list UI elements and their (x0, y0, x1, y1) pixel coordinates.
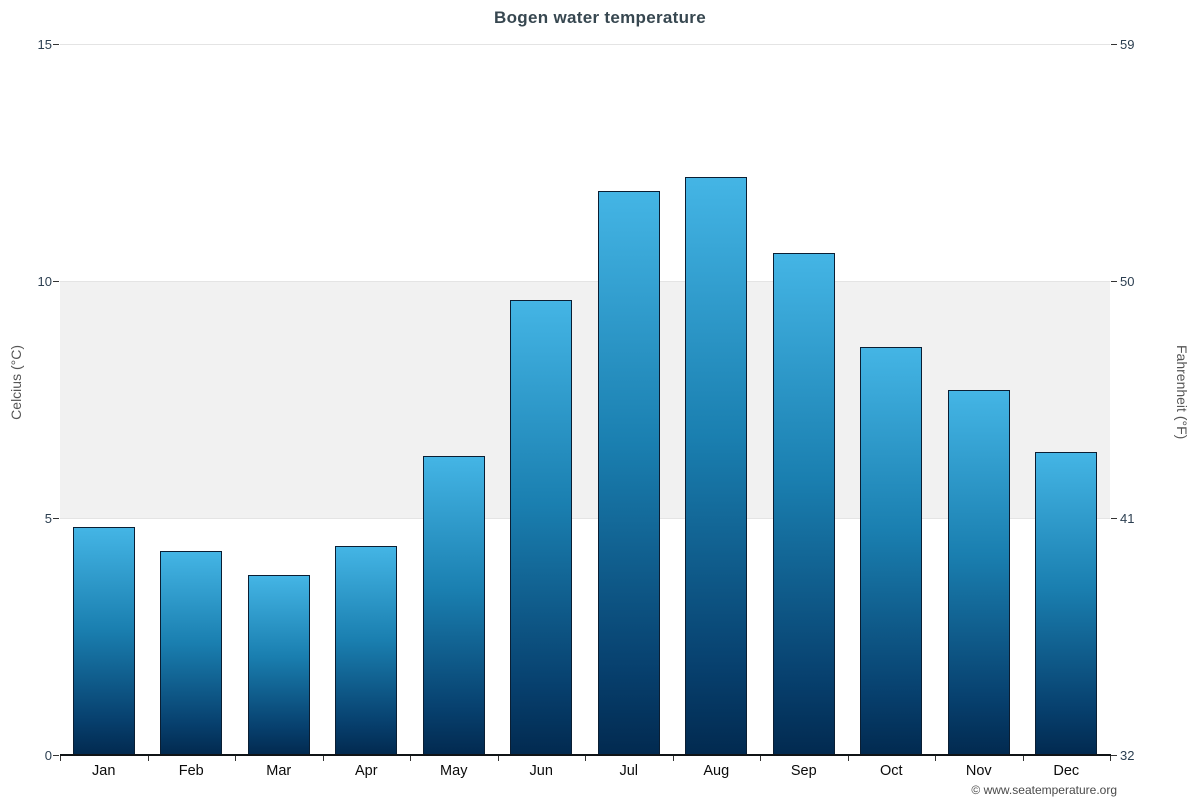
y-tick-label-fahrenheit: 41 (1120, 511, 1135, 526)
y-axis-tick-left (53, 44, 59, 45)
y-tick-label-fahrenheit: 59 (1120, 37, 1135, 52)
copyright: © www.seatemperature.org (971, 783, 1117, 797)
x-tick-label: Apr (354, 763, 378, 779)
x-tick-label: Jan (92, 763, 116, 779)
x-tick-label: Nov (965, 763, 992, 779)
x-axis-tick (935, 756, 936, 761)
x-axis-tick (498, 756, 499, 761)
x-axis-tick (235, 756, 236, 761)
x-tick-label: Jul (619, 763, 639, 779)
y-tick-label-fahrenheit: 50 (1120, 274, 1135, 289)
x-tick-label: Feb (178, 763, 204, 779)
x-tick-label: May (440, 763, 468, 779)
y-tick-label-celsius: 5 (44, 511, 52, 526)
gridline (60, 44, 1110, 45)
x-tick-label: Jun (529, 763, 553, 779)
x-axis-line (60, 754, 1111, 756)
bar-dec (1035, 451, 1098, 755)
gridline (60, 281, 1110, 282)
y-axis-label-fahrenheit: Fahrenheit (°F) (1174, 345, 1190, 440)
gridline (60, 518, 1110, 519)
bar-sep (772, 252, 835, 755)
x-tick-label: Oct (879, 763, 903, 779)
bar-aug (685, 176, 748, 755)
x-axis-tick (410, 756, 411, 761)
bar-oct (860, 347, 923, 755)
y-axis-tick-right (1111, 44, 1117, 45)
y-tick-label-celsius: 0 (44, 748, 52, 763)
x-tick-label: Dec (1053, 763, 1080, 779)
x-axis-tick (60, 756, 61, 761)
y-axis-tick-left (53, 755, 59, 756)
y-axis-tick-right (1111, 281, 1117, 282)
chart-title: Bogen water temperature (494, 8, 706, 27)
y-axis-tick-right (1111, 755, 1117, 756)
x-axis-tick (1023, 756, 1024, 761)
bar-jul (597, 190, 660, 755)
plot-area (60, 44, 1110, 755)
x-axis-tick (323, 756, 324, 761)
y-tick-label-celsius: 15 (37, 37, 52, 52)
x-axis-tick (585, 756, 586, 761)
bar-nov (947, 390, 1010, 755)
bar-apr (335, 546, 398, 755)
plot-band (60, 281, 1110, 518)
x-axis-tick (760, 756, 761, 761)
y-axis-label-celsius: Celcius (°C) (8, 345, 24, 420)
x-tick-label: Mar (266, 763, 292, 779)
y-axis-tick-left (53, 518, 59, 519)
y-tick-label-celsius: 10 (37, 274, 52, 289)
y-axis-tick-left (53, 281, 59, 282)
bar-mar (247, 574, 310, 755)
x-axis-tick (1110, 756, 1111, 761)
x-axis-tick (848, 756, 849, 761)
x-axis-tick (673, 756, 674, 761)
bar-jun (510, 299, 573, 755)
x-axis-tick (148, 756, 149, 761)
x-tick-label: Aug (703, 763, 730, 779)
bar-may (422, 456, 485, 755)
y-axis-tick-right (1111, 518, 1117, 519)
bar-jan (72, 527, 135, 755)
bar-feb (160, 551, 223, 755)
x-tick-label: Sep (790, 763, 817, 779)
y-tick-label-fahrenheit: 32 (1120, 748, 1135, 763)
